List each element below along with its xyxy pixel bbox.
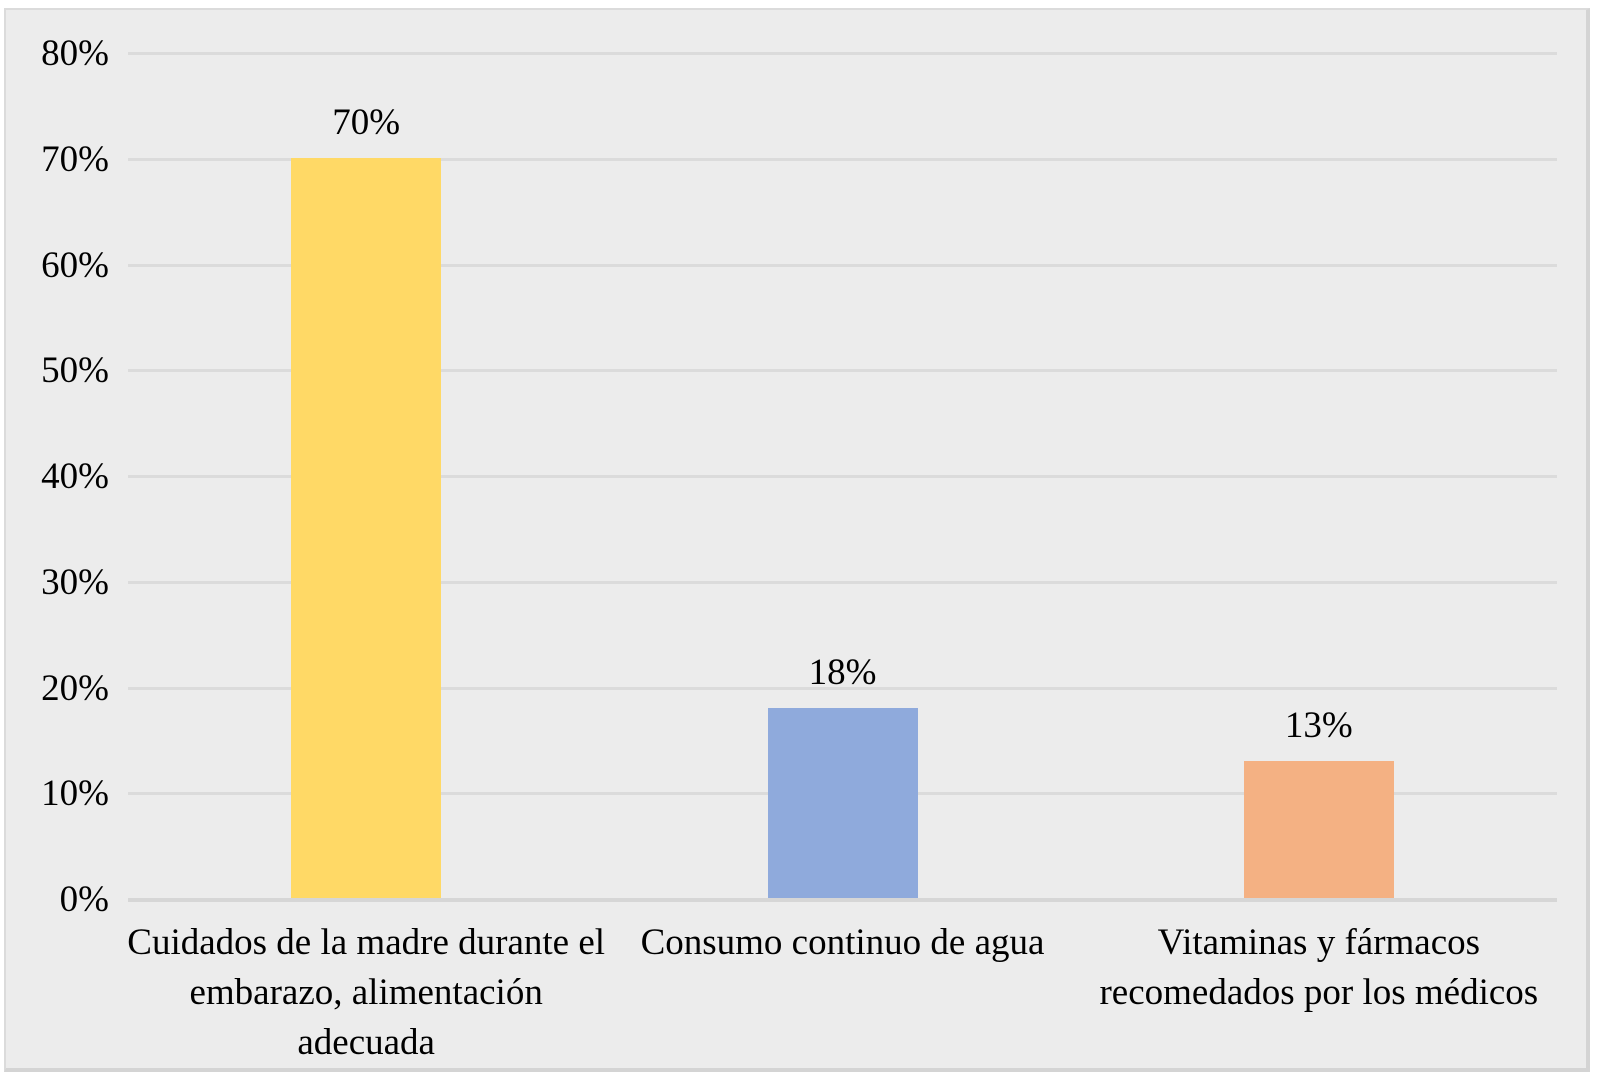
bar [291, 157, 442, 898]
bar [767, 707, 918, 898]
bar-data-label: 18% [808, 651, 877, 693]
y-tick-label: 60% [41, 244, 109, 286]
y-tick-label: 10% [41, 773, 109, 815]
bar-data-label: 13% [1284, 704, 1353, 746]
y-tick-label: 80% [41, 33, 109, 74]
x-category-label: Vitaminas y fármacos recomedados por los… [1099, 922, 1539, 1013]
gridline [128, 580, 1557, 584]
y-tick-label: 40% [41, 456, 109, 497]
bar-chart: 0% 10% 20% 30% 40% 50% 60% 70% 80% 70% Cuidados de… [4, 8, 1590, 1072]
gridline [128, 369, 1557, 373]
gridline [128, 52, 1557, 55]
x-category-label: Consumo continuo de agua [640, 922, 1045, 963]
gridline [128, 686, 1557, 690]
gridline [128, 475, 1557, 478]
bar-data-label: 70% [332, 101, 401, 143]
y-tick-label: 20% [41, 667, 109, 709]
y-tick-label: 30% [41, 561, 109, 603]
y-tick-label: 70% [41, 138, 109, 180]
x-axis-line [128, 898, 1557, 902]
bar [1243, 760, 1394, 898]
y-tick-label: 50% [41, 350, 109, 392]
gridline [128, 263, 1557, 267]
y-tick-label: 0% [59, 879, 109, 920]
gridline [128, 157, 1557, 161]
x-category-label: Cuidados de la madre durante el embarazo… [127, 922, 606, 1063]
